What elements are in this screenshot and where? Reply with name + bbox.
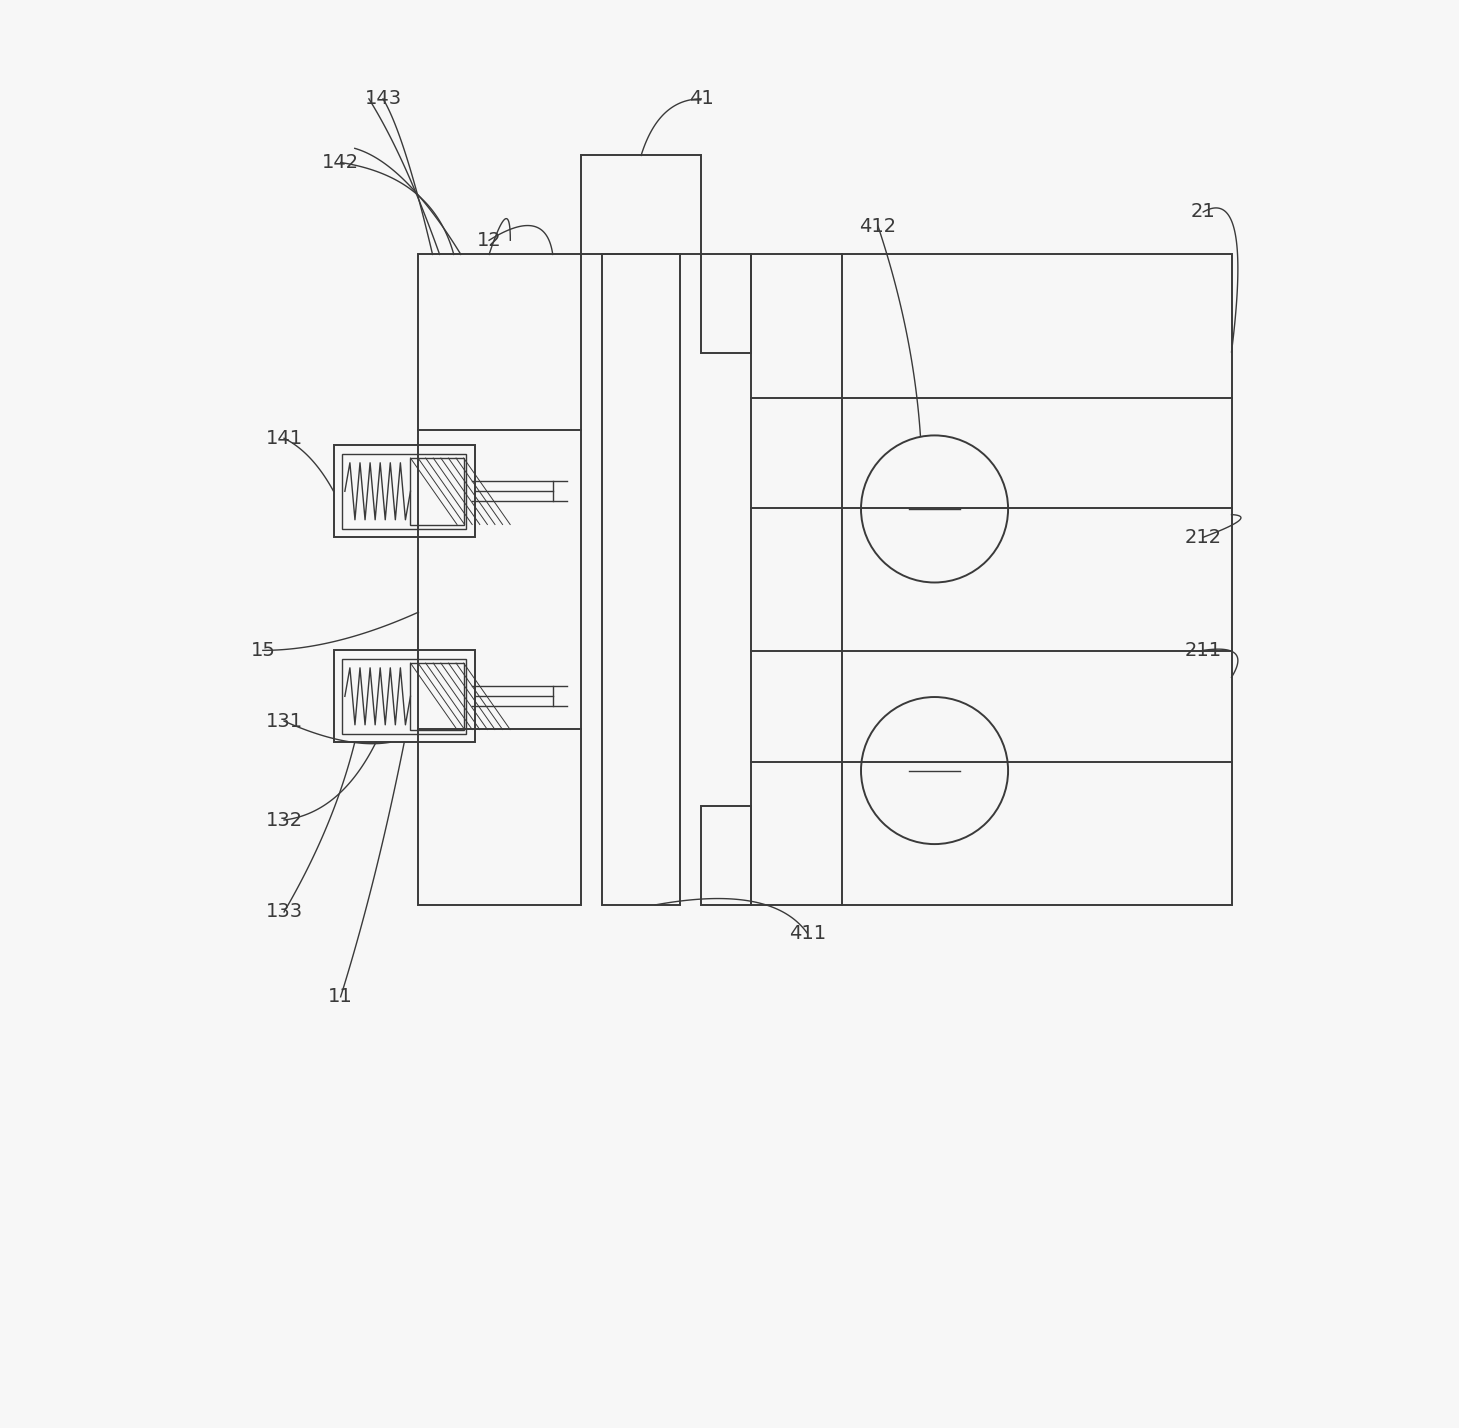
Text: 133: 133 bbox=[266, 902, 302, 921]
Text: 141: 141 bbox=[266, 428, 302, 448]
Bar bbox=[410, 458, 464, 524]
Bar bbox=[334, 650, 476, 743]
Bar bbox=[410, 663, 464, 730]
Text: 411: 411 bbox=[789, 924, 826, 942]
Bar bbox=[341, 454, 467, 528]
Text: 15: 15 bbox=[251, 641, 276, 660]
Text: 212: 212 bbox=[1185, 528, 1221, 547]
Text: 41: 41 bbox=[689, 90, 713, 109]
Text: 21: 21 bbox=[1191, 203, 1215, 221]
Bar bbox=[419, 254, 581, 905]
Text: 11: 11 bbox=[328, 987, 353, 1007]
Text: 12: 12 bbox=[477, 231, 502, 250]
Text: 211: 211 bbox=[1185, 641, 1221, 660]
Text: 142: 142 bbox=[322, 153, 359, 171]
Text: 132: 132 bbox=[266, 811, 302, 830]
Bar bbox=[702, 805, 751, 905]
Bar bbox=[702, 254, 751, 353]
Text: 412: 412 bbox=[859, 217, 896, 236]
Bar bbox=[603, 254, 680, 905]
Bar bbox=[341, 658, 467, 734]
Bar bbox=[751, 254, 1231, 905]
Text: 143: 143 bbox=[365, 90, 401, 109]
Text: 131: 131 bbox=[266, 711, 302, 731]
Bar bbox=[581, 156, 702, 254]
Bar bbox=[334, 446, 476, 537]
